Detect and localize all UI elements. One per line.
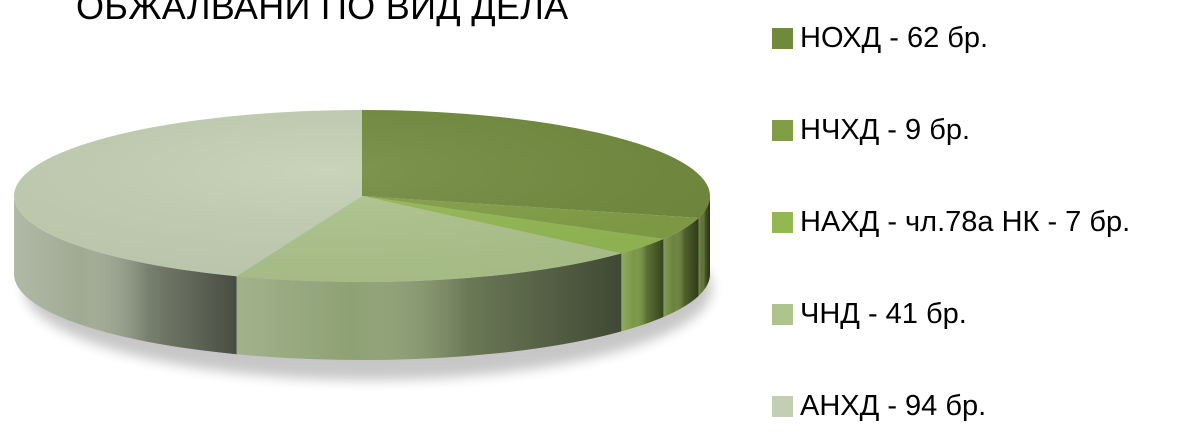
legend-item-1: НОХД - 62 бр. [772, 18, 988, 58]
legend-item-2: НЧХД - 9 бр. [772, 110, 970, 150]
legend-label-1: НОХД - 62 бр. [800, 21, 989, 54]
legend-item-5: АНХД - 94 бр. [772, 386, 986, 426]
legend-swatch-5 [772, 395, 793, 417]
legend-label-3: НАХД - чл.78а НК - 7 бр. [800, 205, 1131, 238]
legend-swatch-2 [772, 119, 793, 141]
pie-side-shade-3 [621, 239, 664, 332]
pie-chart [13, 110, 712, 380]
legend-label-2: НЧХД - 9 бр. [800, 113, 971, 146]
legend-label-4: ЧНД - 41 бр. [800, 297, 967, 330]
chart-legend: НОХД - 62 бр. НЧХД - 9 бр. НАХД - чл.78а Н… [772, 0, 1172, 437]
legend-item-4: ЧНД - 41 бр. [772, 294, 967, 334]
pie-side-shade-5 [14, 196, 237, 355]
pie-side-shade-1 [698, 196, 710, 296]
chart-title: ОБЖАЛВАНИ ПО ВИД ДЕЛА [76, 0, 569, 27]
legend-swatch-1 [772, 27, 793, 49]
legend-item-3: НАХД - чл.78а НК - 7 бр. [772, 202, 1130, 242]
pie-side-shade-2 [663, 217, 699, 317]
legend-label-5: АНХД - 94 бр. [800, 389, 987, 422]
pie-top-sheen [14, 110, 710, 282]
pie-side-shade-4 [236, 253, 622, 360]
legend-swatch-3 [772, 211, 793, 233]
legend-swatch-4 [772, 303, 793, 325]
